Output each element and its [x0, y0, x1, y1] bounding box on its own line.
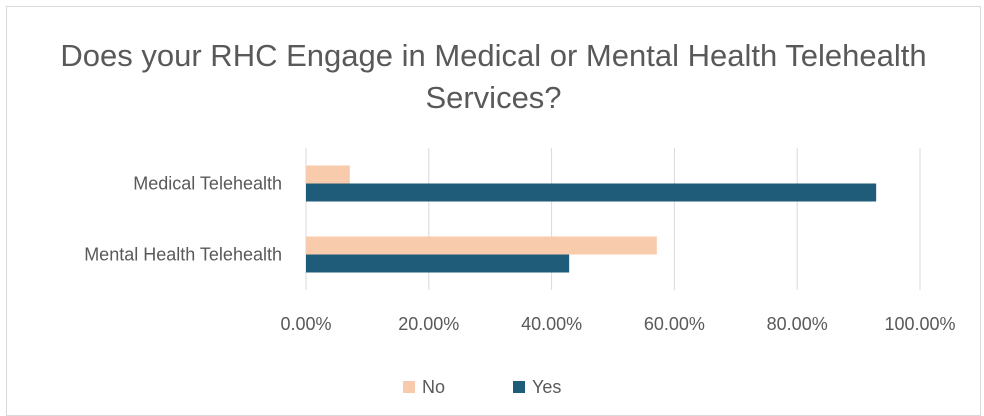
legend-swatch: [403, 381, 415, 393]
chart-title: Does your RHC Engage in Medical or Menta…: [60, 38, 927, 115]
x-tick-label: 20.00%: [398, 314, 459, 334]
bar-yes: [306, 254, 570, 273]
x-tick-label: 80.00%: [767, 314, 828, 334]
y-category-label: Mental Health Telehealth: [84, 245, 282, 265]
bar-yes: [306, 183, 877, 202]
legend-label: Yes: [532, 377, 561, 397]
bar-no: [306, 165, 350, 184]
chart-area: Does your RHC Engage in Medical or Menta…: [6, 6, 981, 416]
legend-label: No: [422, 377, 445, 397]
y-category-label: Medical Telehealth: [133, 174, 282, 194]
bar-no: [306, 236, 657, 255]
x-tick-label: 100.00%: [884, 314, 955, 334]
x-tick-label: 40.00%: [521, 314, 582, 334]
x-tick-label: 60.00%: [644, 314, 705, 334]
legend-swatch: [513, 381, 525, 393]
x-tick-label: 0.00%: [280, 314, 331, 334]
